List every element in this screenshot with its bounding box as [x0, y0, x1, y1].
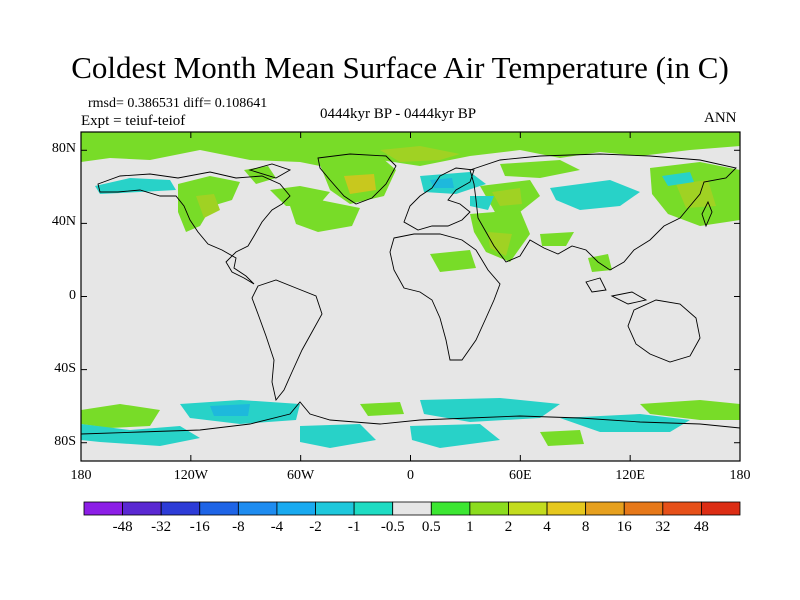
anomaly-region: [410, 424, 500, 448]
lon-tick-label: 180: [70, 468, 92, 483]
colorbar-swatch: [160, 501, 201, 516]
anomaly-region: [196, 194, 220, 218]
colorbar-swatch: [237, 501, 278, 516]
lon-tick-label: 60W: [287, 468, 315, 483]
colorbar-swatch: [701, 501, 741, 516]
lat-tick-label: 80S: [54, 433, 76, 449]
lon-tick-label: 180: [729, 468, 751, 483]
colorbar-swatch: [430, 501, 471, 516]
colorbar-label: -16: [189, 519, 210, 535]
lon-tick-label: 120E: [615, 468, 645, 483]
colorbar-swatch: [315, 501, 355, 516]
anomaly-region: [300, 424, 376, 448]
coastlines: [81, 153, 740, 435]
anomaly-region: [540, 430, 584, 446]
lat-tick-label: 40S: [54, 360, 76, 376]
lat-tick-label: 0: [69, 287, 76, 303]
colorbar-swatch: [623, 501, 664, 516]
stats-label: rmsd= 0.386531 diff= 0.108641: [88, 96, 268, 111]
anomaly-region: [95, 178, 176, 194]
anomaly-region: [492, 188, 522, 206]
colorbar-label: 16: [616, 519, 632, 535]
anomaly-region: [430, 178, 454, 188]
anomaly-region: [210, 404, 250, 416]
colorbar-label: 0.5: [421, 519, 441, 535]
colorbar-swatch: [508, 501, 548, 516]
anomaly-region: [662, 172, 694, 186]
period-label: 0444kyr BP - 0444kyr BP: [320, 106, 477, 122]
colorbar-swatch: [469, 501, 509, 516]
colorbar-swatch: [662, 501, 702, 516]
colorbar-label: -32: [151, 519, 172, 535]
lat-tick-label: 80N: [51, 141, 76, 157]
lat-tick-label: 40N: [51, 214, 76, 230]
colorbar-label: -2: [309, 519, 322, 535]
anomaly-region: [676, 180, 716, 208]
colorbar-label: 1: [466, 519, 474, 535]
colorbar-label: 4: [543, 519, 551, 535]
season-label: ANN: [704, 110, 737, 126]
lon-tick-label: 60E: [509, 468, 532, 483]
anomaly-region: [640, 400, 740, 420]
anomaly-region: [500, 160, 580, 178]
colorbar-label: -48: [112, 519, 133, 535]
colorbar-swatch: [199, 501, 239, 516]
colorbar-swatch: [546, 501, 587, 516]
anomaly-region: [344, 174, 376, 194]
anomaly-region: [550, 180, 640, 210]
colorbar-label: 8: [581, 519, 590, 535]
colorbar-label: -0.5: [380, 519, 405, 535]
axis-ticks: [80, 132, 741, 461]
colorbar-label: -8: [232, 519, 245, 535]
colorbar-swatch: [585, 501, 625, 516]
chart-title: Coldest Month Mean Surface Air Temperatu…: [71, 50, 729, 85]
temperature-difference-field: [81, 132, 740, 448]
anomaly-region: [81, 424, 200, 446]
anomaly-region: [380, 146, 460, 162]
colorbar-swatch: [122, 501, 162, 516]
colorbar-label: 48: [693, 519, 709, 535]
colorbar-swatch: [392, 501, 432, 516]
experiment-label: Expt = teiuf-teiof: [81, 113, 186, 129]
anomaly-region: [290, 200, 360, 232]
anomaly-region: [81, 404, 160, 428]
colorbar-label: 32: [655, 519, 671, 535]
colorbar-label: 2: [504, 519, 513, 535]
lon-tick-label: 120W: [173, 468, 208, 483]
lon-tick-label: 0: [407, 468, 414, 483]
colorbar-swatch: [83, 501, 123, 516]
anomaly-region: [540, 232, 574, 246]
colorbar-swatch: [276, 501, 316, 516]
anomaly-region: [360, 402, 404, 416]
colorbar-label: -4: [270, 519, 284, 535]
colorbar-swatch: [353, 501, 394, 516]
anomaly-region: [488, 232, 512, 256]
colorbar-label: -1: [347, 519, 361, 535]
anomaly-region: [430, 250, 476, 272]
map-background: [81, 132, 740, 461]
colorbar: [83, 501, 741, 516]
